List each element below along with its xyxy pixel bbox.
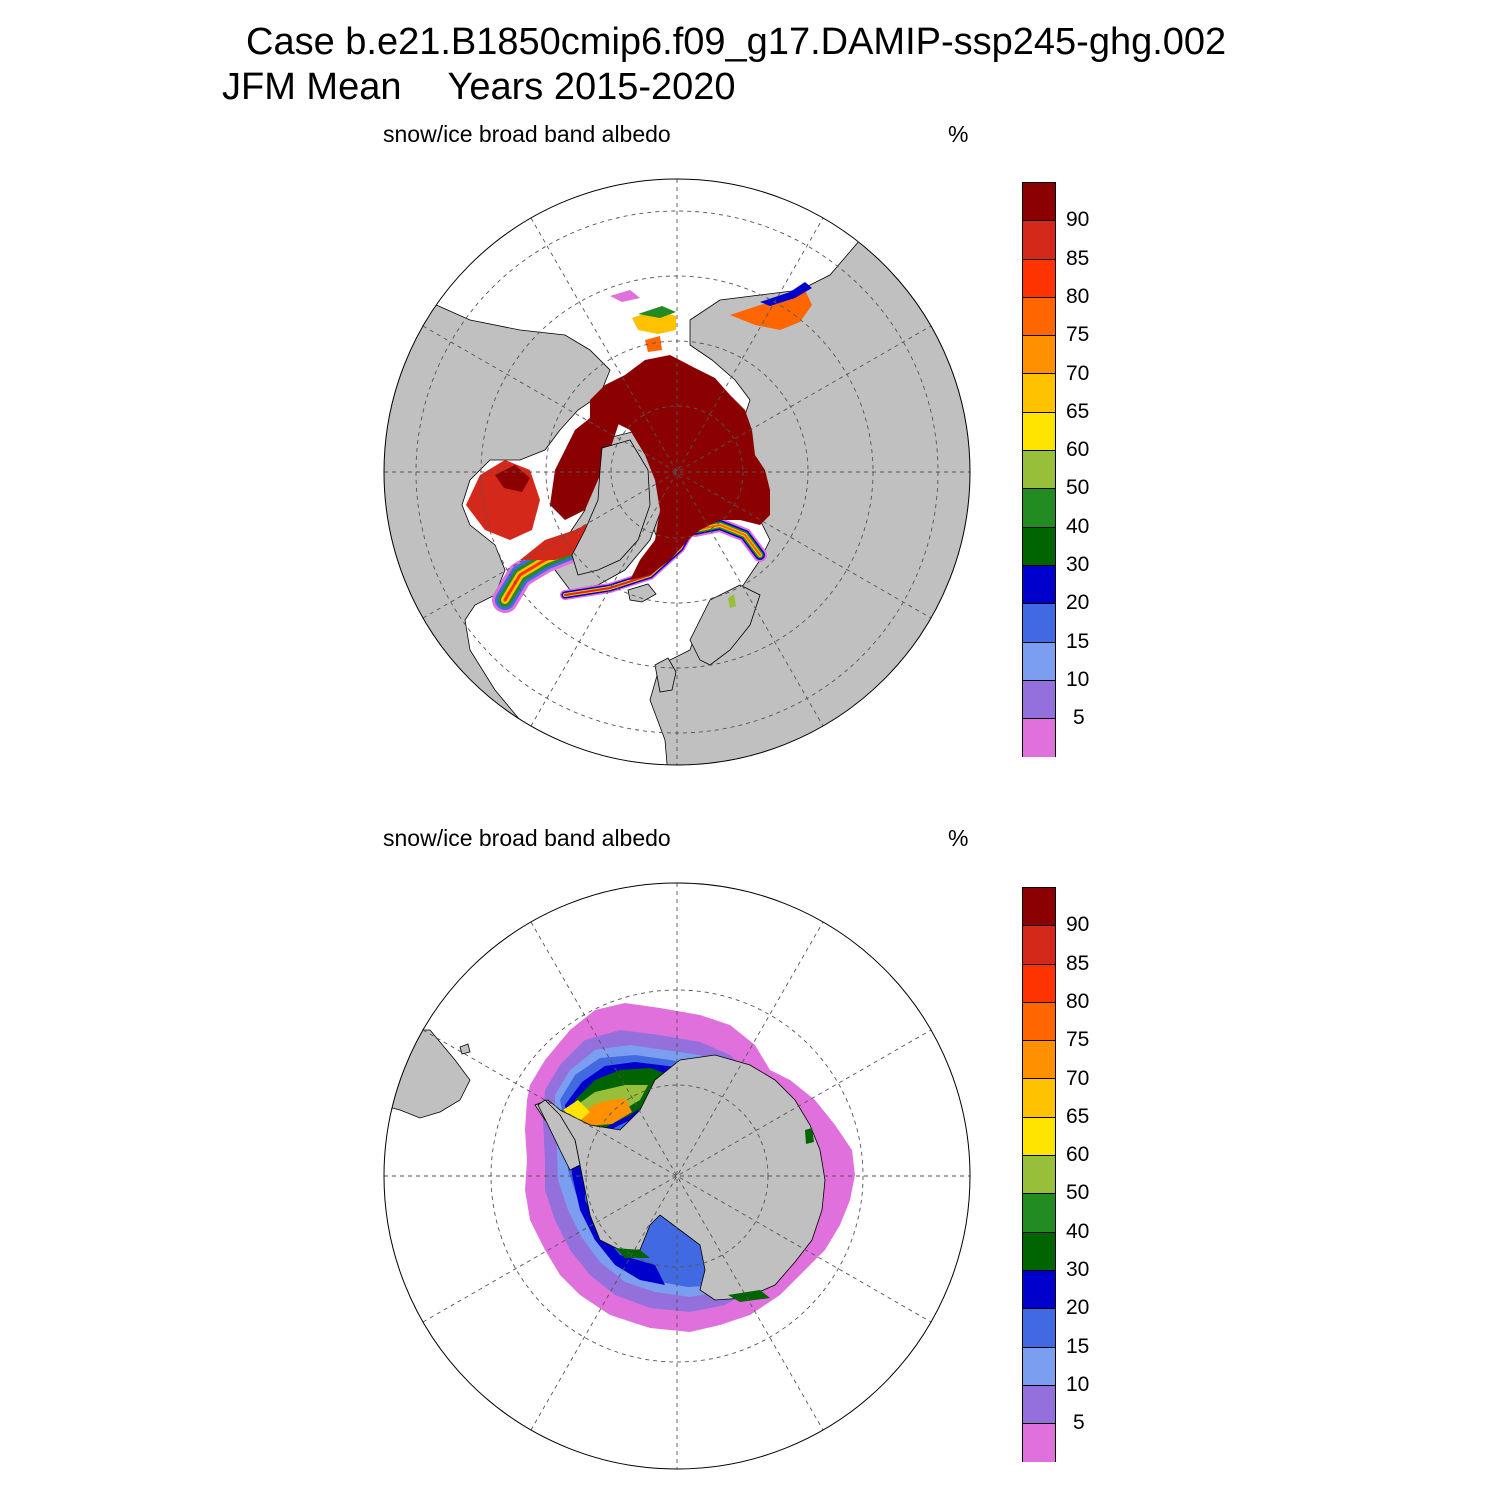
colorbar-label: 10 [1066, 667, 1090, 691]
colorbar-swatch [1023, 719, 1055, 758]
falklands-land [459, 1043, 471, 1055]
north-polar-map [384, 179, 970, 765]
colorbar-swatch [1023, 1424, 1055, 1463]
colorbar-label: 30 [1066, 553, 1090, 576]
weddell-sea-ice-core [575, 1098, 632, 1126]
colorbar-swatch [1023, 1002, 1055, 1042]
colorbar-label: 80 [1066, 989, 1090, 1013]
colorbar-label: 15 [1066, 1334, 1090, 1358]
south-america-land [384, 1029, 471, 1119]
colorbar-swatch [1023, 1232, 1055, 1271]
weddell-sea-ice-inner [560, 1100, 590, 1124]
colorbar-label: 65 [1066, 399, 1090, 423]
ross-sea-ice-edge [728, 1290, 770, 1302]
colorbar-swatch [1023, 451, 1055, 490]
colorbar-swatch [1023, 1041, 1055, 1080]
british-isles-land [654, 657, 677, 693]
chukchi-ice [645, 336, 662, 352]
south-map-border [383, 882, 971, 1470]
bering-fringe-ice [610, 290, 640, 302]
colorbar-swatch [1023, 1309, 1055, 1348]
colorbar-swatch [1023, 221, 1055, 260]
colorbar-label: 10 [1066, 1372, 1090, 1396]
colorbar-swatch [1023, 259, 1055, 298]
colorbar-swatch [1023, 412, 1055, 452]
colorbar-swatch [1023, 374, 1055, 413]
colorbar-label: 70 [1066, 361, 1090, 385]
colorbar-label: 50 [1066, 1181, 1090, 1205]
colorbar-label: 5 [1073, 1411, 1085, 1435]
colorbar-swatch [1023, 297, 1055, 337]
canadian-archipelago-ice [550, 410, 620, 520]
colorbar-swatch [1023, 642, 1055, 681]
colorbar-label: 5 [1073, 706, 1085, 730]
south-polar-map [384, 883, 970, 1469]
colorbar-swatch [1023, 1385, 1055, 1425]
colorbar-swatch [1023, 1270, 1055, 1310]
colorbar-swatch [1023, 336, 1055, 375]
colorbar-swatch [1023, 527, 1055, 566]
colorbar-swatch [1023, 1347, 1055, 1386]
colorbar-label: 65 [1066, 1104, 1090, 1128]
barents-sea-ice-arc [688, 517, 767, 562]
colorbar-label: 75 [1066, 323, 1090, 347]
amery-ice-edge [805, 1128, 814, 1144]
colorbar-label: 20 [1066, 591, 1090, 615]
colorbar-swatch [1023, 888, 1055, 927]
north-colorbar [1022, 182, 1056, 758]
south-graticule [384, 883, 970, 1469]
colorbar-label: 75 [1066, 1028, 1090, 1052]
colorbar-swatch [1023, 489, 1055, 528]
colorbar-swatch [1023, 1117, 1055, 1157]
colorbar-label: 80 [1066, 284, 1090, 308]
okhotsk-ice [730, 290, 812, 330]
okhotsk-ice-edge [760, 282, 812, 306]
colorbar-label: 40 [1066, 1219, 1090, 1243]
colorbar-label: 60 [1066, 1143, 1090, 1167]
colorbar-label: 20 [1066, 1296, 1090, 1320]
years-label: Years 2015-2020 [447, 66, 736, 108]
scandinavia-land [689, 584, 761, 666]
colorbar-label: 15 [1066, 629, 1090, 653]
south-colorbar [1022, 887, 1056, 1463]
colorbar-swatch [1023, 680, 1055, 720]
north-graticule [384, 179, 970, 765]
north-panel-title: snow/ice broad band albedo [383, 121, 671, 147]
colorbar-swatch [1023, 1194, 1055, 1233]
colorbar-label: 90 [1066, 208, 1090, 232]
figure-title-case: Case b.e21.B1850cmip6.f09_g17.DAMIP-ssp2… [246, 21, 1227, 63]
colorbar-label: 30 [1066, 1258, 1090, 1281]
figure-title-period: JFM Mean Years 2015-2020 [222, 67, 736, 107]
colorbar-swatch [1023, 926, 1055, 965]
north-map-border [383, 178, 971, 766]
north-panel-units: % [948, 121, 969, 147]
colorbar-swatch [1023, 183, 1055, 222]
antarctic-peninsula-land [537, 1099, 581, 1171]
south-panel-units: % [948, 825, 969, 851]
bering-strait-ice-edge [638, 306, 676, 318]
iceland-land [627, 583, 657, 603]
colorbar-label: 85 [1066, 951, 1090, 975]
colorbar-label: 85 [1066, 246, 1090, 270]
colorbar-swatch [1023, 1156, 1055, 1195]
colorbar-swatch [1023, 565, 1055, 605]
greenland-land-top [571, 439, 651, 576]
colorbar-label: 60 [1066, 438, 1090, 462]
colorbar-swatch [1023, 1079, 1055, 1118]
colorbar-label: 70 [1066, 1066, 1090, 1090]
amundsen-ice-edge [615, 1248, 650, 1258]
colorbar-label: 50 [1066, 476, 1090, 500]
colorbar-label: 40 [1066, 514, 1090, 538]
colorbar-label: 90 [1066, 913, 1090, 937]
colorbar-swatch [1023, 604, 1055, 643]
baltic-ice [728, 594, 736, 608]
colorbar-swatch [1023, 964, 1055, 1003]
season-label: JFM Mean [222, 66, 402, 108]
south-panel-title: snow/ice broad band albedo [383, 825, 671, 851]
